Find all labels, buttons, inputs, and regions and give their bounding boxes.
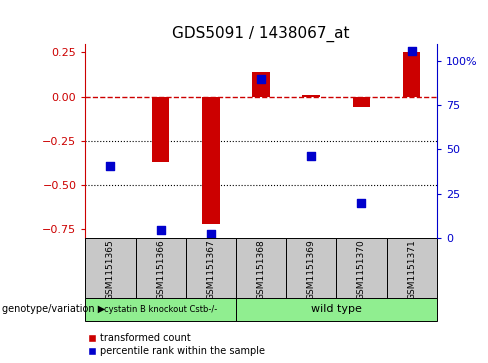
Bar [236,238,286,298]
Bar [353,97,370,107]
Point [408,48,416,54]
Text: GSM1151369: GSM1151369 [307,240,316,300]
Bar [202,97,220,224]
Point [307,153,315,159]
Text: genotype/variation ▶: genotype/variation ▶ [2,305,106,314]
Bar [136,238,186,298]
Title: GDS5091 / 1438067_at: GDS5091 / 1438067_at [172,26,350,42]
Bar [336,238,386,298]
Text: GSM1151366: GSM1151366 [156,240,165,300]
Bar [286,238,336,298]
Text: GSM1151371: GSM1151371 [407,240,416,300]
Text: wild type: wild type [311,305,362,314]
Bar [303,95,320,97]
Bar [252,72,270,97]
Bar [85,238,136,298]
Text: GSM1151368: GSM1151368 [257,240,265,300]
Point [207,231,215,237]
Point [358,200,366,206]
Legend: transformed count, percentile rank within the sample: transformed count, percentile rank withi… [88,333,265,356]
Bar [236,298,437,321]
Point [157,227,164,233]
Point [257,76,265,81]
Bar [152,97,169,162]
Bar [403,52,421,97]
Point [106,163,114,169]
Bar [386,238,437,298]
Text: GSM1151367: GSM1151367 [206,240,215,300]
Text: cystatin B knockout Cstb-/-: cystatin B knockout Cstb-/- [104,305,217,314]
Bar [186,238,236,298]
Text: GSM1151365: GSM1151365 [106,240,115,300]
Text: GSM1151370: GSM1151370 [357,240,366,300]
Bar [85,298,236,321]
